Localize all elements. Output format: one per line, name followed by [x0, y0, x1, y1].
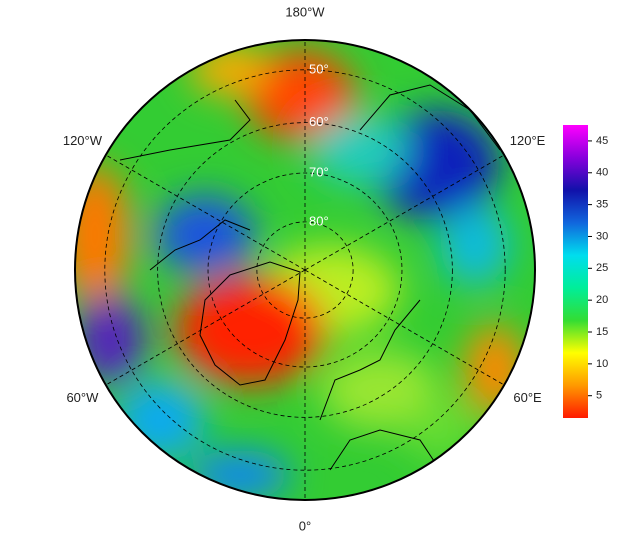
meridian-label: 120°E — [510, 133, 546, 148]
parallel-label: 70° — [309, 164, 329, 179]
field — [75, 40, 535, 500]
meridian — [304, 154, 505, 271]
meridian — [105, 269, 306, 386]
colorbar-tick-label: 45 — [596, 135, 608, 147]
colorbar-tick-label: 35 — [596, 199, 608, 211]
map-boundary — [74, 39, 536, 501]
meridian-label: 60°W — [66, 390, 99, 405]
meridian-label: 120°W — [63, 133, 103, 148]
graticule — [104, 40, 506, 500]
parallel-label: 80° — [309, 213, 329, 228]
meridian-label: 180°W — [285, 4, 325, 19]
meridian-label: 0° — [299, 518, 311, 533]
colorbar-tick-label: 15 — [596, 326, 608, 338]
meridian-label: 60°E — [513, 390, 542, 405]
colorbar-tick-label: 25 — [596, 262, 608, 274]
colorbar-tick-label: 30 — [596, 230, 608, 242]
parallel — [256, 221, 354, 319]
coastlines — [119, 84, 501, 491]
meridian — [304, 269, 505, 386]
parallel — [207, 172, 403, 368]
meridian — [105, 154, 306, 271]
colorbar-tick-label: 20 — [596, 294, 608, 306]
colorbar — [563, 125, 588, 418]
colorbar-tick-label: 40 — [596, 167, 608, 179]
field-blobs — [75, 45, 525, 500]
colorbar-tick-label: 10 — [596, 358, 608, 370]
parallel — [104, 69, 506, 471]
parallel-label: 60° — [309, 114, 329, 129]
colorbar-tick-label: 5 — [596, 390, 602, 402]
parallel-label: 50° — [309, 61, 329, 76]
